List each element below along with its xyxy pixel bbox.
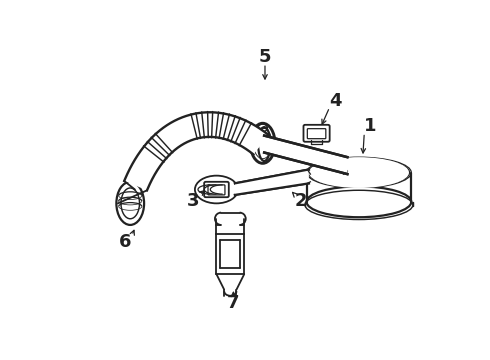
Text: 6: 6 [120,233,132,251]
Text: 2: 2 [295,192,307,210]
Polygon shape [264,136,347,174]
Ellipse shape [116,182,144,225]
Ellipse shape [307,186,411,217]
Ellipse shape [309,159,409,186]
FancyBboxPatch shape [303,125,330,142]
Polygon shape [217,234,244,274]
Text: 3: 3 [187,192,199,210]
Text: 1: 1 [364,117,377,135]
Polygon shape [235,170,309,195]
Text: 5: 5 [259,48,271,66]
Text: 4: 4 [330,92,342,110]
Ellipse shape [309,157,409,188]
Text: 7: 7 [227,294,240,312]
Ellipse shape [195,176,238,203]
FancyBboxPatch shape [204,182,229,197]
Polygon shape [124,112,269,190]
